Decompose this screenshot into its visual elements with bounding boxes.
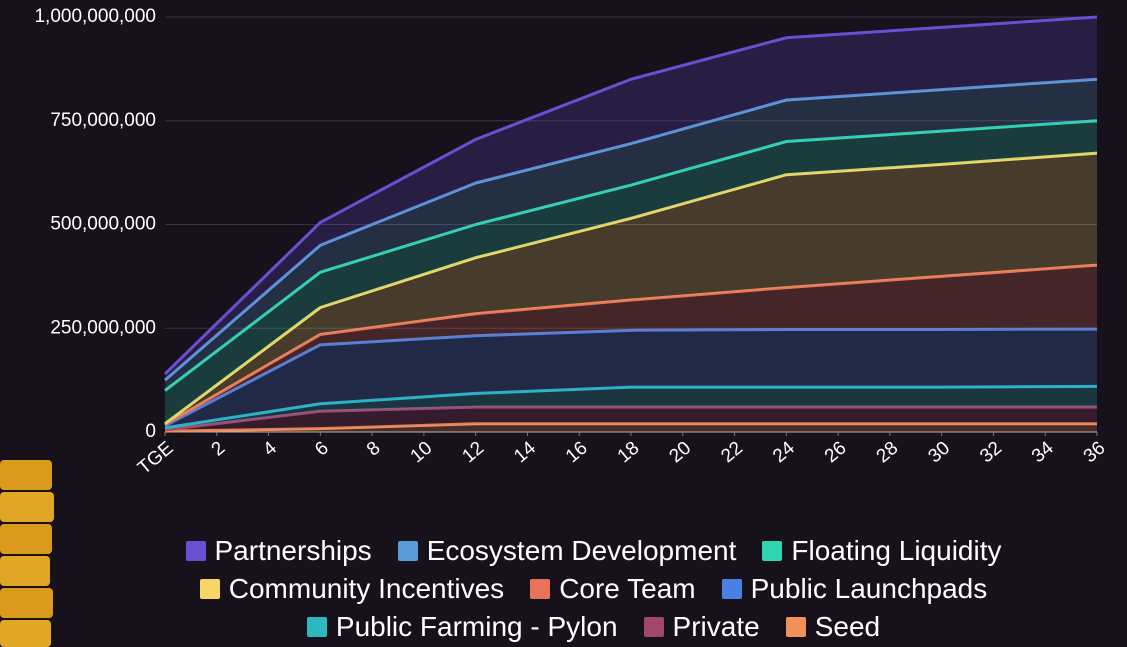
x-tick-label: 12	[458, 438, 488, 468]
x-tick-label: 16	[562, 438, 592, 468]
legend-label: Ecosystem Development	[427, 535, 737, 567]
legend-swatch	[200, 579, 220, 599]
coins	[0, 460, 54, 647]
x-tick-label: 20	[666, 438, 696, 468]
x-tick-label: 18	[614, 438, 644, 468]
x-tick-label: 34	[1028, 437, 1058, 467]
legend: Partnerships Ecosystem Development Floatin…	[60, 532, 1127, 646]
legend-swatch	[644, 617, 664, 637]
legend-label: Public Farming - Pylon	[336, 611, 618, 643]
legend-row: Public Farming - Pylon Private Seed	[60, 608, 1127, 646]
legend-item: Core Team	[530, 573, 695, 605]
legend-label: Floating Liquidity	[791, 535, 1001, 567]
x-tick-label: 6	[311, 438, 333, 461]
x-tick-label: 22	[717, 438, 747, 468]
legend-label: Private	[673, 611, 760, 643]
legend-item: Partnerships	[186, 535, 372, 567]
legend-swatch	[398, 541, 418, 561]
legend-item: Public Launchpads	[722, 573, 988, 605]
x-tick-label: 10	[407, 438, 437, 468]
x-tick-label: 28	[873, 438, 903, 468]
x-tick-label: 36	[1080, 438, 1110, 468]
x-tick-label: 14	[510, 437, 540, 467]
legend-swatch	[762, 541, 782, 561]
legend-swatch	[722, 579, 742, 599]
legend-label: Public Launchpads	[751, 573, 988, 605]
x-tick-label: 24	[769, 437, 799, 467]
x-tick-label: 2	[208, 438, 230, 461]
legend-row: Community Incentives Core Team Public Laun…	[60, 570, 1127, 608]
legend-row: Partnerships Ecosystem Development Floatin…	[60, 532, 1127, 570]
y-tick-label: 500,000,000	[50, 214, 156, 235]
legend-item: Community Incentives	[200, 573, 504, 605]
x-tick-label: 8	[363, 438, 385, 461]
legend-label: Core Team	[559, 573, 695, 605]
legend-swatch	[530, 579, 550, 599]
y-tick-label: 0	[145, 421, 156, 442]
legend-item: Ecosystem Development	[398, 535, 737, 567]
x-tick-label: 26	[821, 438, 851, 468]
legend-label: Partnerships	[215, 535, 372, 567]
page: 0 250,000,000 500,000,000 750,000,000 1,000,…	[0, 0, 1127, 647]
y-tick-label: 1,000,000,000	[34, 6, 156, 27]
y-tick-label: 250,000,000	[50, 317, 156, 338]
x-tick-label: 30	[924, 438, 954, 468]
legend-item: Private	[644, 611, 760, 643]
legend-item: Seed	[786, 611, 880, 643]
legend-item: Public Farming - Pylon	[307, 611, 618, 643]
legend-swatch	[786, 617, 806, 637]
x-tick-label: TGE	[134, 438, 177, 479]
y-tick-label: 750,000,000	[50, 110, 156, 131]
legend-label: Seed	[815, 611, 880, 643]
legend-item: Floating Liquidity	[762, 535, 1001, 567]
legend-label: Community Incentives	[229, 573, 504, 605]
x-tick-label: 4	[259, 437, 281, 460]
legend-swatch	[307, 617, 327, 637]
legend-swatch	[186, 541, 206, 561]
x-tick-label: 32	[976, 438, 1006, 468]
